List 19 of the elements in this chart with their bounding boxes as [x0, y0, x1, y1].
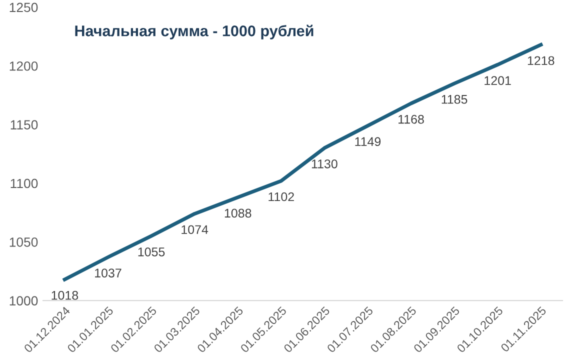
y-tick-label: 1250 — [10, 2, 38, 12]
data-label: 1201 — [484, 76, 511, 85]
y-tick-label: 1000 — [10, 296, 38, 306]
y-tick-label: 1150 — [10, 120, 38, 130]
data-label: 1018 — [52, 290, 78, 300]
data-label: 1218 — [528, 56, 554, 66]
text: Начальная сумма - 1000 рублей — [75, 24, 314, 40]
data-label: 1168 — [398, 114, 424, 124]
y-tick-label: 1050 — [10, 237, 38, 247]
data-label: 1055 — [138, 247, 165, 256]
data-label: 1149 — [355, 137, 381, 146]
data-label: 1130 — [312, 159, 338, 168]
data-label: 1102 — [268, 192, 294, 202]
y-tick-label: 1100 — [10, 178, 38, 188]
y-tick-label: 1200 — [10, 61, 38, 71]
data-label: 1037 — [95, 268, 122, 278]
data-label: 1088 — [224, 208, 252, 218]
data-label: 1074 — [182, 225, 208, 234]
data-label: 1185 — [442, 94, 468, 104]
